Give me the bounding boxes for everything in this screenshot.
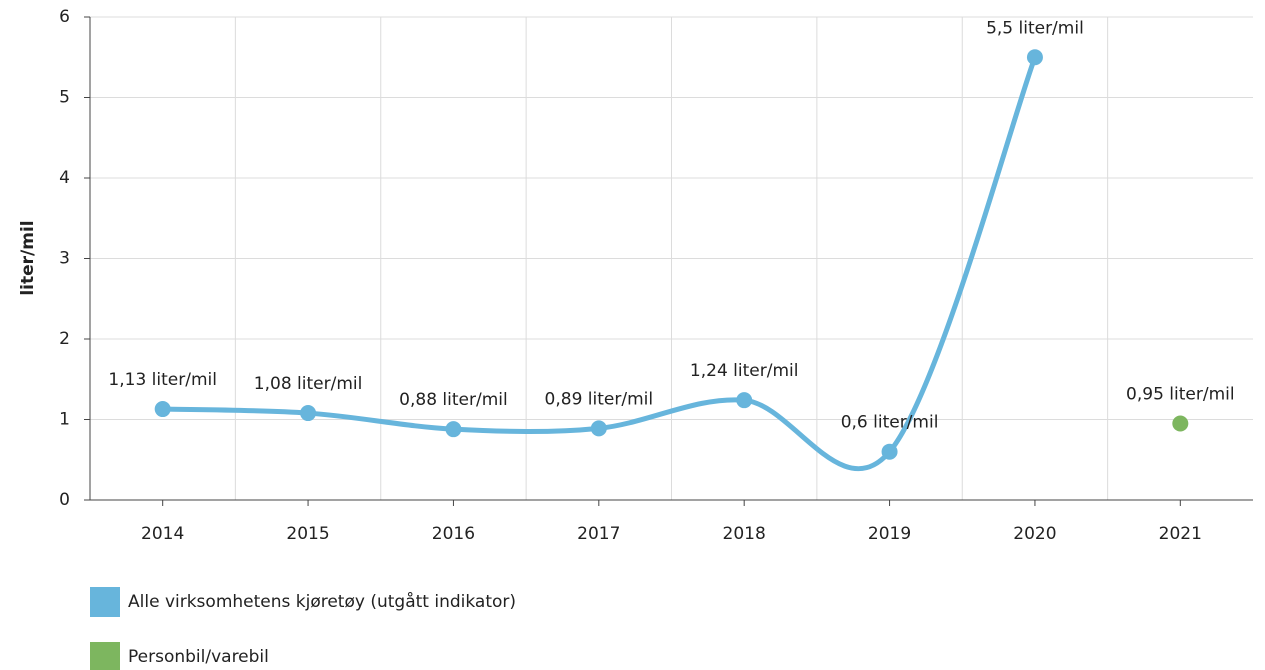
legend-label: Alle virksomhetens kjøretøy (utgått indi… (128, 591, 516, 612)
x-tick-label: 2018 (723, 524, 766, 544)
data-label: 1,24 liter/mil (690, 361, 799, 381)
y-tick-label: 5 (59, 88, 70, 108)
data-point (736, 392, 753, 409)
x-tick-label: 2017 (577, 524, 620, 544)
data-label: 0,95 liter/mil (1126, 385, 1235, 405)
data-label: 0,88 liter/mil (399, 390, 508, 410)
x-tick-label: 2015 (286, 524, 329, 544)
data-label: 5,5 liter/mil (986, 18, 1084, 38)
data-label: 1,13 liter/mil (108, 370, 217, 390)
y-tick-label: 4 (59, 168, 70, 188)
y-tick-label: 6 (59, 7, 70, 27)
y-tick-label: 3 (59, 249, 70, 269)
data-label: 1,08 liter/mil (254, 374, 363, 394)
data-point (1172, 415, 1189, 432)
data-point (1026, 49, 1043, 66)
y-tick-label: 2 (59, 329, 70, 349)
x-tick-label: 2014 (141, 524, 184, 544)
series-line (160, 54, 1038, 472)
legend-swatch (90, 587, 120, 617)
legend-label: Personbil/varebil (128, 647, 269, 667)
legend-swatch (90, 642, 120, 670)
data-point (445, 421, 462, 438)
x-tick-label: 2021 (1159, 524, 1202, 544)
data-point (881, 443, 898, 460)
y-tick-label: 0 (59, 490, 70, 510)
data-point (154, 401, 171, 418)
data-label: 0,6 liter/mil (841, 413, 939, 433)
y-tick-label: 1 (59, 410, 70, 430)
x-tick-label: 2016 (432, 524, 475, 544)
y-axis-label: liter/mil (18, 220, 38, 295)
data-label: 0,89 liter/mil (545, 389, 654, 409)
x-tick-label: 2019 (868, 524, 911, 544)
x-tick-label: 2020 (1013, 524, 1056, 544)
data-point (300, 405, 317, 422)
data-point (590, 420, 607, 437)
